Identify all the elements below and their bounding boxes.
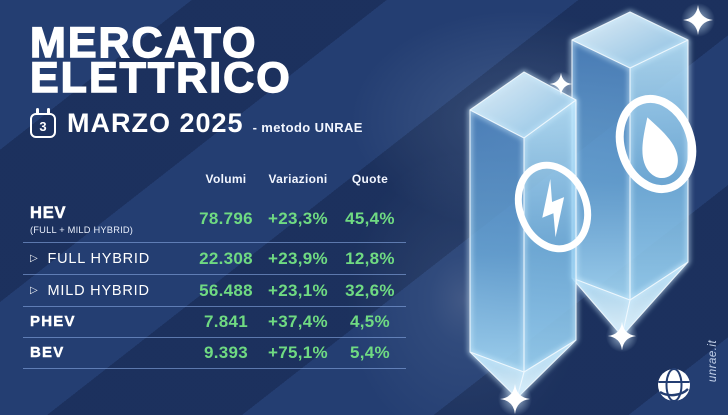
table-row-full-hybrid: ▷ FULL HYBRID 22.308 +23,9% 12,8% — [23, 242, 406, 274]
table-header-row: Volumi Variazioni Quote — [23, 172, 406, 196]
row-name: BEV — [30, 344, 65, 361]
tower-bev — [570, 10, 697, 339]
sparkle-icon — [605, 319, 639, 353]
logo-text: UNRAE — [646, 413, 702, 415]
sparkle-icon — [498, 382, 532, 415]
calendar-icon: 3 — [30, 107, 56, 138]
row-name: MILD HYBRID — [47, 282, 150, 299]
volumi-value: 56.488 — [199, 280, 253, 300]
row-name: FULL HYBRID — [47, 250, 151, 267]
quote-value: 32,6% — [345, 280, 395, 300]
globe-icon — [658, 368, 690, 402]
table-row-bev: BEV 9.393 +75,1% 5,4% — [23, 337, 406, 368]
website-label: unrae.it — [706, 339, 719, 383]
volumi-value: 7.841 — [203, 312, 249, 331]
volumi-value: 9.393 — [203, 343, 249, 362]
quote-value: 12,8% — [345, 248, 395, 268]
sparkle-icon — [548, 71, 574, 97]
column-variazioni: Variazioni — [268, 172, 328, 186]
quote-value: 5,4% — [350, 343, 390, 362]
page-title: MERCATO ELETTRICO — [29, 19, 292, 102]
volumi-value: 22.308 — [199, 248, 253, 268]
lightning-bolt-icon — [514, 161, 592, 253]
table-row-phev: PHEV 7.841 +37,4% 4,5% — [23, 306, 406, 337]
row-name: PHEV — [30, 313, 76, 330]
title-line-2: ELETTRICO — [29, 54, 292, 102]
variazioni-value: +37,4% — [268, 312, 328, 331]
method-label: - metodo UNRAE — [252, 120, 363, 135]
table-row-hev: HEV (FULL + MILD HYBRID) 78.796 +23,3% 4… — [23, 196, 406, 242]
calendar-day: 3 — [39, 118, 47, 134]
variazioni-value: +23,9% — [268, 248, 328, 268]
water-drop-icon — [615, 94, 697, 194]
table-row-mild-hybrid: ▷ MILD HYBRID 56.488 +23,1% 32,6% — [23, 274, 406, 306]
date-row: 3 MARZO 2025 - metodo UNRAE — [30, 107, 363, 139]
quote-value: 45,4% — [345, 209, 395, 228]
title-line-1: MERCATO — [29, 19, 258, 67]
triangle-bullet-icon: ▷ — [30, 285, 39, 296]
volumi-value: 78.796 — [199, 209, 253, 228]
variazioni-value: +23,3% — [268, 209, 328, 228]
market-table: Volumi Variazioni Quote HEV (FULL + MILD… — [23, 172, 406, 369]
variazioni-value: +75,1% — [268, 343, 328, 362]
column-quote: Quote — [351, 172, 389, 186]
table-bottom-divider — [23, 368, 406, 369]
sparkle-icon — [681, 3, 715, 37]
row-name: HEV — [30, 203, 67, 222]
column-volumi: Volumi — [205, 172, 247, 186]
row-subname: (FULL + MILD HYBRID) — [30, 224, 134, 235]
date-label: MARZO 2025 — [67, 108, 244, 138]
quote-value: 4,5% — [350, 312, 390, 331]
unrae-logo: UNRAE — [646, 366, 702, 415]
variazioni-value: +23,1% — [268, 280, 328, 300]
triangle-bullet-icon: ▷ — [30, 253, 39, 264]
